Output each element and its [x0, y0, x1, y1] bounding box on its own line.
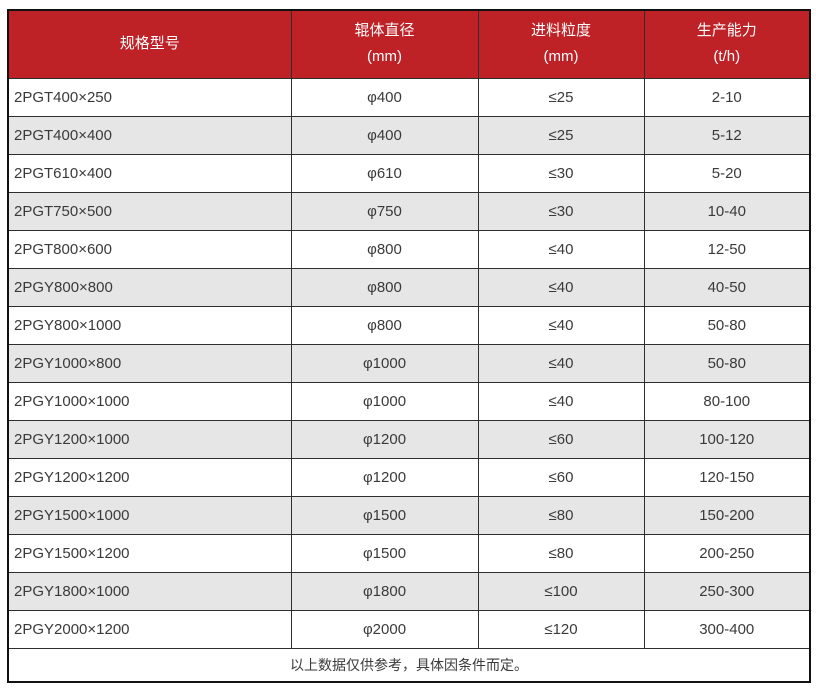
table-row: 2PGY1000×1000 φ1000 ≤40 80-100: [7, 381, 811, 421]
cell-capacity: 200-250: [643, 533, 811, 573]
table-row: 2PGY800×1000 φ800 ≤40 50-80: [7, 305, 811, 345]
cell-feed-size: ≤80: [477, 533, 645, 573]
cell-model: 2PGY2000×1200: [7, 609, 292, 649]
cell-model: 2PGY800×1000: [7, 305, 292, 345]
cell-feed-size: ≤30: [477, 191, 645, 231]
cell-capacity: 250-300: [643, 571, 811, 611]
cell-roller-diameter: φ400: [290, 77, 479, 117]
header-capacity-label: 生产能力: [696, 22, 757, 40]
header-cell-capacity: 生产能力 (t/h): [643, 9, 811, 79]
cell-roller-diameter: φ1200: [290, 457, 479, 497]
cell-roller-diameter: φ750: [290, 191, 479, 231]
table-header: 规格型号 辊体直径 (mm) 进料粒度 (mm) 生产能力 (t/h): [7, 9, 811, 79]
cell-model: 2PGT800×600: [7, 229, 292, 269]
cell-feed-size: ≤40: [477, 343, 645, 383]
cell-capacity: 50-80: [643, 305, 811, 345]
table-row: 2PGY1200×1200 φ1200 ≤60 120-150: [7, 457, 811, 497]
spec-table: 规格型号 辊体直径 (mm) 进料粒度 (mm) 生产能力 (t/h) 2PGT…: [7, 9, 811, 683]
table-row: 2PGY1800×1000 φ1800 ≤100 250-300: [7, 571, 811, 611]
table-row: 2PGY1000×800 φ1000 ≤40 50-80: [7, 343, 811, 383]
table-row: 2PGY800×800 φ800 ≤40 40-50: [7, 267, 811, 307]
cell-feed-size: ≤100: [477, 571, 645, 611]
cell-model: 2PGT400×250: [7, 77, 292, 117]
cell-model: 2PGY800×800: [7, 267, 292, 307]
cell-model: 2PGY1200×1000: [7, 419, 292, 459]
cell-roller-diameter: φ1500: [290, 533, 479, 573]
cell-roller-diameter: φ800: [290, 267, 479, 307]
cell-model: 2PGY1800×1000: [7, 571, 292, 611]
header-cell-roller-diameter: 辊体直径 (mm): [290, 9, 479, 79]
header-cell-feed-size: 进料粒度 (mm): [477, 9, 645, 79]
cell-model: 2PGY1500×1000: [7, 495, 292, 535]
table-row: 2PGT750×500 φ750 ≤30 10-40: [7, 191, 811, 231]
header-roller-diameter-label: 辊体直径: [354, 22, 415, 40]
cell-model: 2PGT750×500: [7, 191, 292, 231]
header-row: 规格型号 辊体直径 (mm) 进料粒度 (mm) 生产能力 (t/h): [7, 9, 811, 79]
cell-feed-size: ≤80: [477, 495, 645, 535]
cell-roller-diameter: φ800: [290, 305, 479, 345]
cell-roller-diameter: φ1500: [290, 495, 479, 535]
table-row: 2PGT610×400 φ610 ≤30 5-20: [7, 153, 811, 193]
cell-feed-size: ≤40: [477, 267, 645, 307]
cell-roller-diameter: φ400: [290, 115, 479, 155]
header-roller-diameter-unit: (mm): [367, 48, 402, 66]
header-capacity-unit: (t/h): [713, 48, 741, 66]
cell-feed-size: ≤60: [477, 419, 645, 459]
table-row: 2PGT400×400 φ400 ≤25 5-12: [7, 115, 811, 155]
cell-capacity: 10-40: [643, 191, 811, 231]
cell-model: 2PGY1000×800: [7, 343, 292, 383]
cell-roller-diameter: φ2000: [290, 609, 479, 649]
cell-capacity: 2-10: [643, 77, 811, 117]
cell-capacity: 12-50: [643, 229, 811, 269]
table-row: 2PGY1500×1200 φ1500 ≤80 200-250: [7, 533, 811, 573]
cell-capacity: 100-120: [643, 419, 811, 459]
cell-roller-diameter: φ1000: [290, 343, 479, 383]
cell-capacity: 300-400: [643, 609, 811, 649]
footnote-row: 以上数据仅供参考，具体因条件而定。: [7, 647, 811, 683]
table-row: 2PGY2000×1200 φ2000 ≤120 300-400: [7, 609, 811, 649]
cell-capacity: 120-150: [643, 457, 811, 497]
table-row: 2PGT400×250 φ400 ≤25 2-10: [7, 77, 811, 117]
cell-capacity: 5-20: [643, 153, 811, 193]
cell-model: 2PGY1000×1000: [7, 381, 292, 421]
cell-feed-size: ≤30: [477, 153, 645, 193]
cell-capacity: 40-50: [643, 267, 811, 307]
cell-roller-diameter: φ1200: [290, 419, 479, 459]
cell-feed-size: ≤60: [477, 457, 645, 497]
table-body: 2PGT400×250 φ400 ≤25 2-10 2PGT400×400 φ4…: [7, 77, 811, 649]
cell-feed-size: ≤40: [477, 305, 645, 345]
header-cell-model: 规格型号: [7, 9, 292, 79]
table-foot: 以上数据仅供参考，具体因条件而定。: [7, 647, 811, 683]
cell-capacity: 80-100: [643, 381, 811, 421]
cell-model: 2PGY1200×1200: [7, 457, 292, 497]
cell-model: 2PGT610×400: [7, 153, 292, 193]
cell-roller-diameter: φ610: [290, 153, 479, 193]
cell-model: 2PGY1500×1200: [7, 533, 292, 573]
table-footnote: 以上数据仅供参考，具体因条件而定。: [7, 647, 811, 683]
header-feed-size-unit: (mm): [543, 48, 579, 66]
table-row: 2PGY1500×1000 φ1500 ≤80 150-200: [7, 495, 811, 535]
cell-feed-size: ≤25: [477, 77, 645, 117]
header-model-label: 规格型号: [119, 35, 180, 53]
cell-feed-size: ≤120: [477, 609, 645, 649]
cell-model: 2PGT400×400: [7, 115, 292, 155]
table-row: 2PGY1200×1000 φ1200 ≤60 100-120: [7, 419, 811, 459]
cell-feed-size: ≤40: [477, 229, 645, 269]
cell-capacity: 5-12: [643, 115, 811, 155]
cell-roller-diameter: φ800: [290, 229, 479, 269]
table-row: 2PGT800×600 φ800 ≤40 12-50: [7, 229, 811, 269]
cell-feed-size: ≤25: [477, 115, 645, 155]
cell-capacity: 50-80: [643, 343, 811, 383]
cell-roller-diameter: φ1800: [290, 571, 479, 611]
cell-feed-size: ≤40: [477, 381, 645, 421]
header-feed-size-label: 进料粒度: [530, 22, 591, 40]
cell-roller-diameter: φ1000: [290, 381, 479, 421]
cell-capacity: 150-200: [643, 495, 811, 535]
